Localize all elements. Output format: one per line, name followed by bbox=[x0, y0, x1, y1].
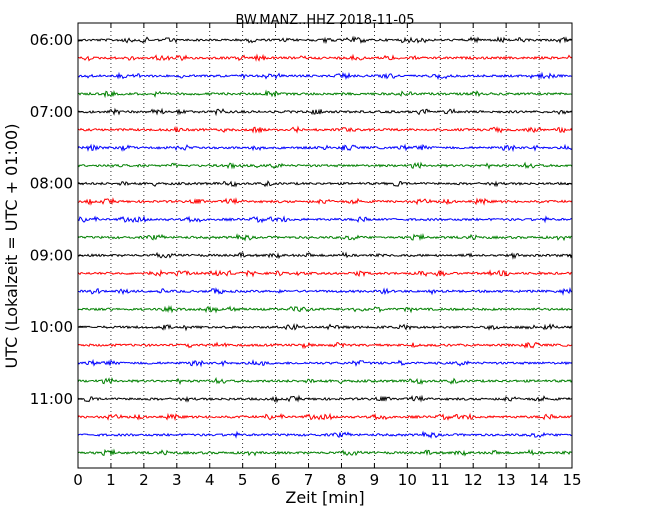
seismic-trace bbox=[77, 323, 573, 332]
x-tick-label: 7 bbox=[304, 471, 314, 489]
x-tick-label: 3 bbox=[172, 471, 182, 489]
y-tick-label: 11:00 bbox=[30, 390, 73, 408]
seismic-trace bbox=[77, 143, 573, 153]
x-tick-label: 15 bbox=[562, 471, 581, 489]
seismic-trace bbox=[77, 412, 573, 422]
seismic-trace bbox=[77, 35, 573, 45]
seismic-trace bbox=[77, 107, 573, 117]
seismic-trace bbox=[77, 232, 573, 242]
y-axis-label: UTC (Lokalzeit = UTC + 01:00) bbox=[2, 124, 21, 369]
seismic-trace bbox=[77, 394, 573, 404]
x-tick-label: 13 bbox=[497, 471, 516, 489]
x-tick-label: 8 bbox=[337, 471, 347, 489]
x-tick-label: 12 bbox=[464, 471, 483, 489]
seismic-trace bbox=[77, 287, 573, 296]
seismic-traces bbox=[77, 35, 573, 457]
seismic-trace bbox=[77, 215, 573, 224]
x-tick-label: 1 bbox=[106, 471, 116, 489]
seismic-trace bbox=[77, 341, 573, 350]
y-tick-label: 10:00 bbox=[30, 318, 73, 336]
x-tick-label: 14 bbox=[530, 471, 549, 489]
y-tick-label: 06:00 bbox=[30, 31, 73, 49]
x-tick-label: 4 bbox=[205, 471, 215, 489]
seismic-trace bbox=[77, 304, 573, 314]
seismic-trace bbox=[77, 269, 573, 278]
seismic-trace bbox=[77, 125, 573, 134]
x-tick-label: 2 bbox=[139, 471, 149, 489]
seismic-trace bbox=[77, 376, 573, 386]
x-tick-label: 6 bbox=[271, 471, 281, 489]
x-axis-label: Zeit [min] bbox=[285, 488, 364, 507]
x-tick-label: 0 bbox=[73, 471, 83, 489]
seismic-trace bbox=[77, 180, 573, 188]
seismic-trace bbox=[77, 71, 573, 81]
seismic-trace bbox=[77, 430, 573, 439]
seismic-trace bbox=[77, 358, 573, 368]
seismic-trace bbox=[77, 251, 573, 260]
seismic-trace bbox=[77, 448, 573, 457]
x-tick-label: 9 bbox=[370, 471, 380, 489]
x-axis-ticks: 0 1 2 3 4 5 6 7 8 9 10 11 12 13 14 15 bbox=[73, 23, 582, 489]
y-tick-label: 09:00 bbox=[30, 246, 73, 264]
y-axis-ticks: 06:00 07:00 08:00 09:00 10:00 11:00 bbox=[30, 31, 572, 408]
seismic-trace bbox=[77, 161, 573, 170]
y-tick-label: 08:00 bbox=[30, 175, 73, 193]
y-tick-label: 07:00 bbox=[30, 103, 73, 121]
seismic-trace bbox=[77, 89, 573, 99]
grid-lines bbox=[110, 23, 540, 468]
x-tick-label: 5 bbox=[238, 471, 248, 489]
seismic-trace bbox=[77, 53, 573, 62]
chart-title: BW.MANZ..HHZ 2018-11-05 bbox=[235, 13, 414, 28]
x-tick-label: 11 bbox=[431, 471, 450, 489]
x-tick-label: 10 bbox=[398, 471, 417, 489]
seismic-trace bbox=[77, 197, 573, 206]
plot-frame bbox=[77, 22, 573, 469]
